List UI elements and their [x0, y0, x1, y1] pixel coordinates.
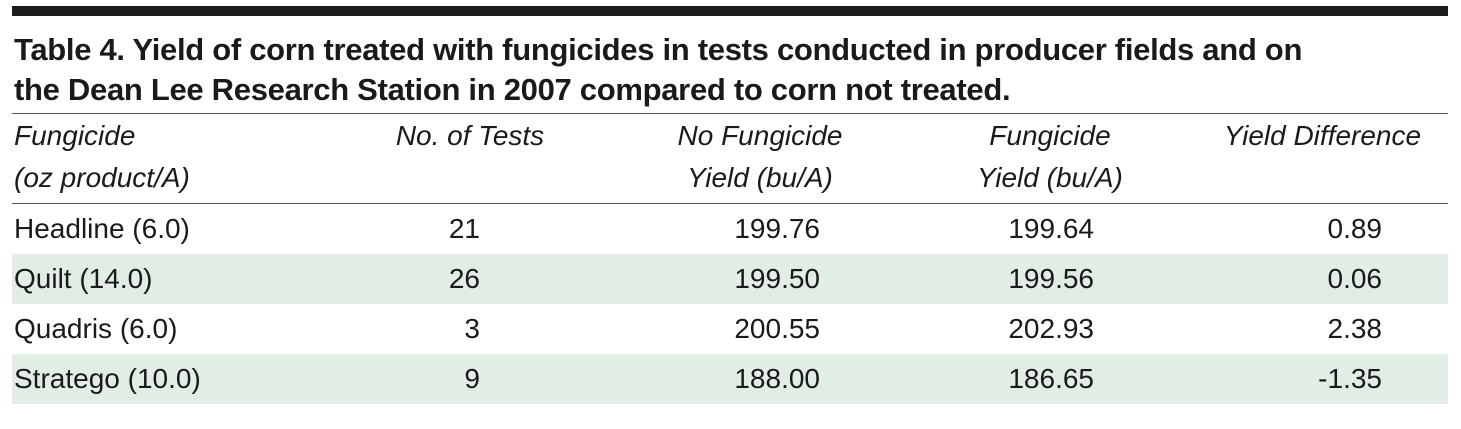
cell-no-fungicide-yield: 199.76: [734, 213, 820, 244]
header-no-fungicide-yield-line-2: Yield (bu/A): [687, 162, 833, 193]
table-caption: Table 4. Yield of corn treated with fung…: [14, 30, 1454, 110]
table-row: Quilt (14.0) 26 199.50 199.56 0.06: [12, 254, 1448, 304]
cell-tests: 9: [464, 363, 480, 394]
table-row: Stratego (10.0) 9 188.00 186.65 -1.35: [12, 354, 1448, 404]
header-fungicide-yield-line-2: Yield (bu/A): [977, 162, 1123, 193]
cell-yield-difference: 0.06: [1327, 263, 1383, 294]
cell-yield-difference: 0.89: [1327, 213, 1383, 244]
header-yield-difference: Yield Difference: [1195, 115, 1450, 157]
caption-line-1: Table 4. Yield of corn treated with fung…: [14, 32, 1303, 67]
cell-fungicide-yield: 199.64: [1008, 213, 1094, 244]
cell-tests: 3: [464, 313, 480, 344]
header-fungicide-line-2: (oz product/A): [14, 162, 190, 193]
cell-fungicide-yield: 202.93: [1008, 313, 1094, 344]
header-tests: No. of Tests: [380, 115, 560, 157]
cell-tests: 21: [448, 213, 480, 244]
cell-fungicide-yield: 186.65: [1008, 363, 1094, 394]
header-fungicide-yield-line-1: Fungicide: [989, 120, 1111, 151]
cell-no-fungicide-yield: 199.50: [734, 263, 820, 294]
cell-tests: 26: [448, 263, 480, 294]
header-tests-line-1: No. of Tests: [395, 120, 545, 151]
table-row: Headline (6.0) 21 199.76 199.64 0.89: [12, 204, 1448, 254]
header-no-fungicide-yield: No Fungicide Yield (bu/A): [640, 115, 880, 199]
cell-fungicide: Quadris (6.0): [14, 313, 178, 344]
cell-yield-difference: 2.38: [1327, 313, 1383, 344]
header-bottom-rule: [12, 203, 1448, 204]
cell-no-fungicide-yield: 188.00: [734, 363, 820, 394]
cell-fungicide: Headline (6.0): [14, 213, 190, 244]
cell-no-fungicide-yield: 200.55: [734, 313, 820, 344]
caption-line-2: the Dean Lee Research Station in 2007 co…: [14, 72, 1011, 107]
top-rule: [12, 6, 1448, 16]
cell-yield-difference: -1.35: [1318, 363, 1382, 394]
header-fungicide-line-1: Fungicide: [14, 120, 136, 151]
cell-fungicide-yield: 199.56: [1008, 263, 1094, 294]
header-yield-difference-line-1: Yield Difference: [1223, 120, 1422, 151]
header-top-rule: [12, 113, 1448, 114]
cell-fungicide: Stratego (10.0): [14, 363, 201, 394]
cell-fungicide: Quilt (14.0): [14, 263, 153, 294]
table-row: Quadris (6.0) 3 200.55 202.93 2.38: [12, 304, 1448, 354]
header-no-fungicide-yield-line-1: No Fungicide: [677, 120, 843, 151]
header-fungicide: Fungicide (oz product/A): [14, 115, 344, 199]
header-fungicide-yield: Fungicide Yield (bu/A): [935, 115, 1165, 199]
